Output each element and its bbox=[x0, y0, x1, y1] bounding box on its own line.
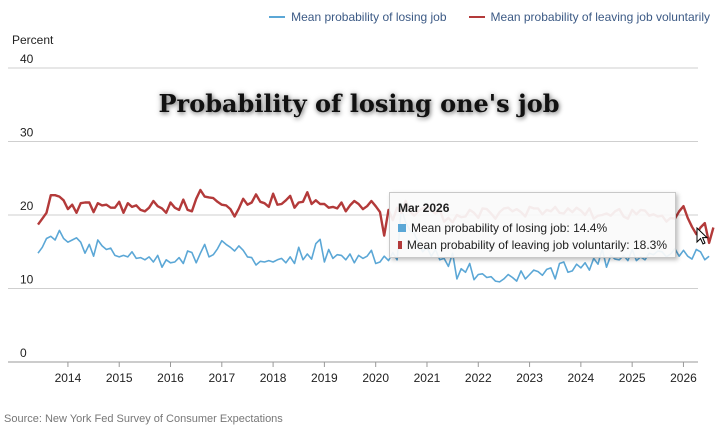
x-tick-label: 2024 bbox=[568, 371, 595, 385]
tooltip-swatch-blue bbox=[398, 224, 406, 232]
legend-item-losing-job[interactable]: Mean probability of losing job bbox=[269, 10, 447, 24]
x-tick-label: 2022 bbox=[465, 371, 492, 385]
y-tick-label: 40 bbox=[20, 52, 34, 66]
y-tick-label: 30 bbox=[20, 126, 34, 140]
x-tick-label: 2018 bbox=[260, 371, 287, 385]
legend-item-leaving-job[interactable]: Mean probability of leaving job voluntar… bbox=[468, 10, 710, 24]
y-tick-label: 0 bbox=[20, 346, 27, 360]
x-tick-label: 2021 bbox=[414, 371, 441, 385]
legend-swatch-blue bbox=[269, 16, 286, 18]
x-tick-label: 2019 bbox=[311, 371, 338, 385]
mouse-cursor-icon bbox=[696, 227, 709, 245]
legend-swatch-red bbox=[468, 16, 485, 18]
y-tick-label: 10 bbox=[20, 273, 34, 287]
x-tick-label: 2014 bbox=[55, 371, 82, 385]
tooltip-row-leaving: Mean probability of leaving job voluntar… bbox=[398, 238, 667, 252]
x-tick-label: 2023 bbox=[516, 371, 543, 385]
legend: Mean probability of losing job Mean prob… bbox=[269, 10, 710, 24]
x-tick-label: 2025 bbox=[619, 371, 646, 385]
x-tick-label: 2015 bbox=[106, 371, 133, 385]
x-tick-label: 2020 bbox=[362, 371, 389, 385]
y-axis-unit-label: Percent bbox=[12, 33, 54, 47]
chart-tooltip: Mar 2026 Mean probability of losing job:… bbox=[389, 192, 676, 258]
legend-label: Mean probability of losing job bbox=[291, 10, 447, 24]
x-tick-label: 2017 bbox=[208, 371, 235, 385]
legend-label: Mean probability of leaving job voluntar… bbox=[490, 10, 710, 24]
y-tick-label: 20 bbox=[20, 199, 34, 213]
x-axis: 2014 2015 2016 2017 2018 2019 2020 2021 2022 2023… bbox=[8, 361, 698, 385]
tooltip-value-leaving: Mean probability of leaving job voluntar… bbox=[406, 238, 667, 252]
tooltip-value-losing: Mean probability of losing job: 14.4% bbox=[411, 221, 608, 235]
y-tick-labels: 0 10 20 30 40 bbox=[20, 52, 34, 360]
x-tick-label: 2016 bbox=[157, 371, 184, 385]
series-line bbox=[37, 207, 710, 283]
tooltip-swatch-red bbox=[398, 241, 402, 249]
x-tick-label: 2026 bbox=[670, 371, 697, 385]
tooltip-row-losing: Mean probability of losing job: 14.4% bbox=[398, 221, 667, 235]
source-note: Source: New York Fed Survey of Consumer … bbox=[4, 413, 283, 425]
tooltip-date: Mar 2026 bbox=[398, 201, 450, 215]
overlay-title: Probability of losing one's job bbox=[158, 89, 560, 118]
